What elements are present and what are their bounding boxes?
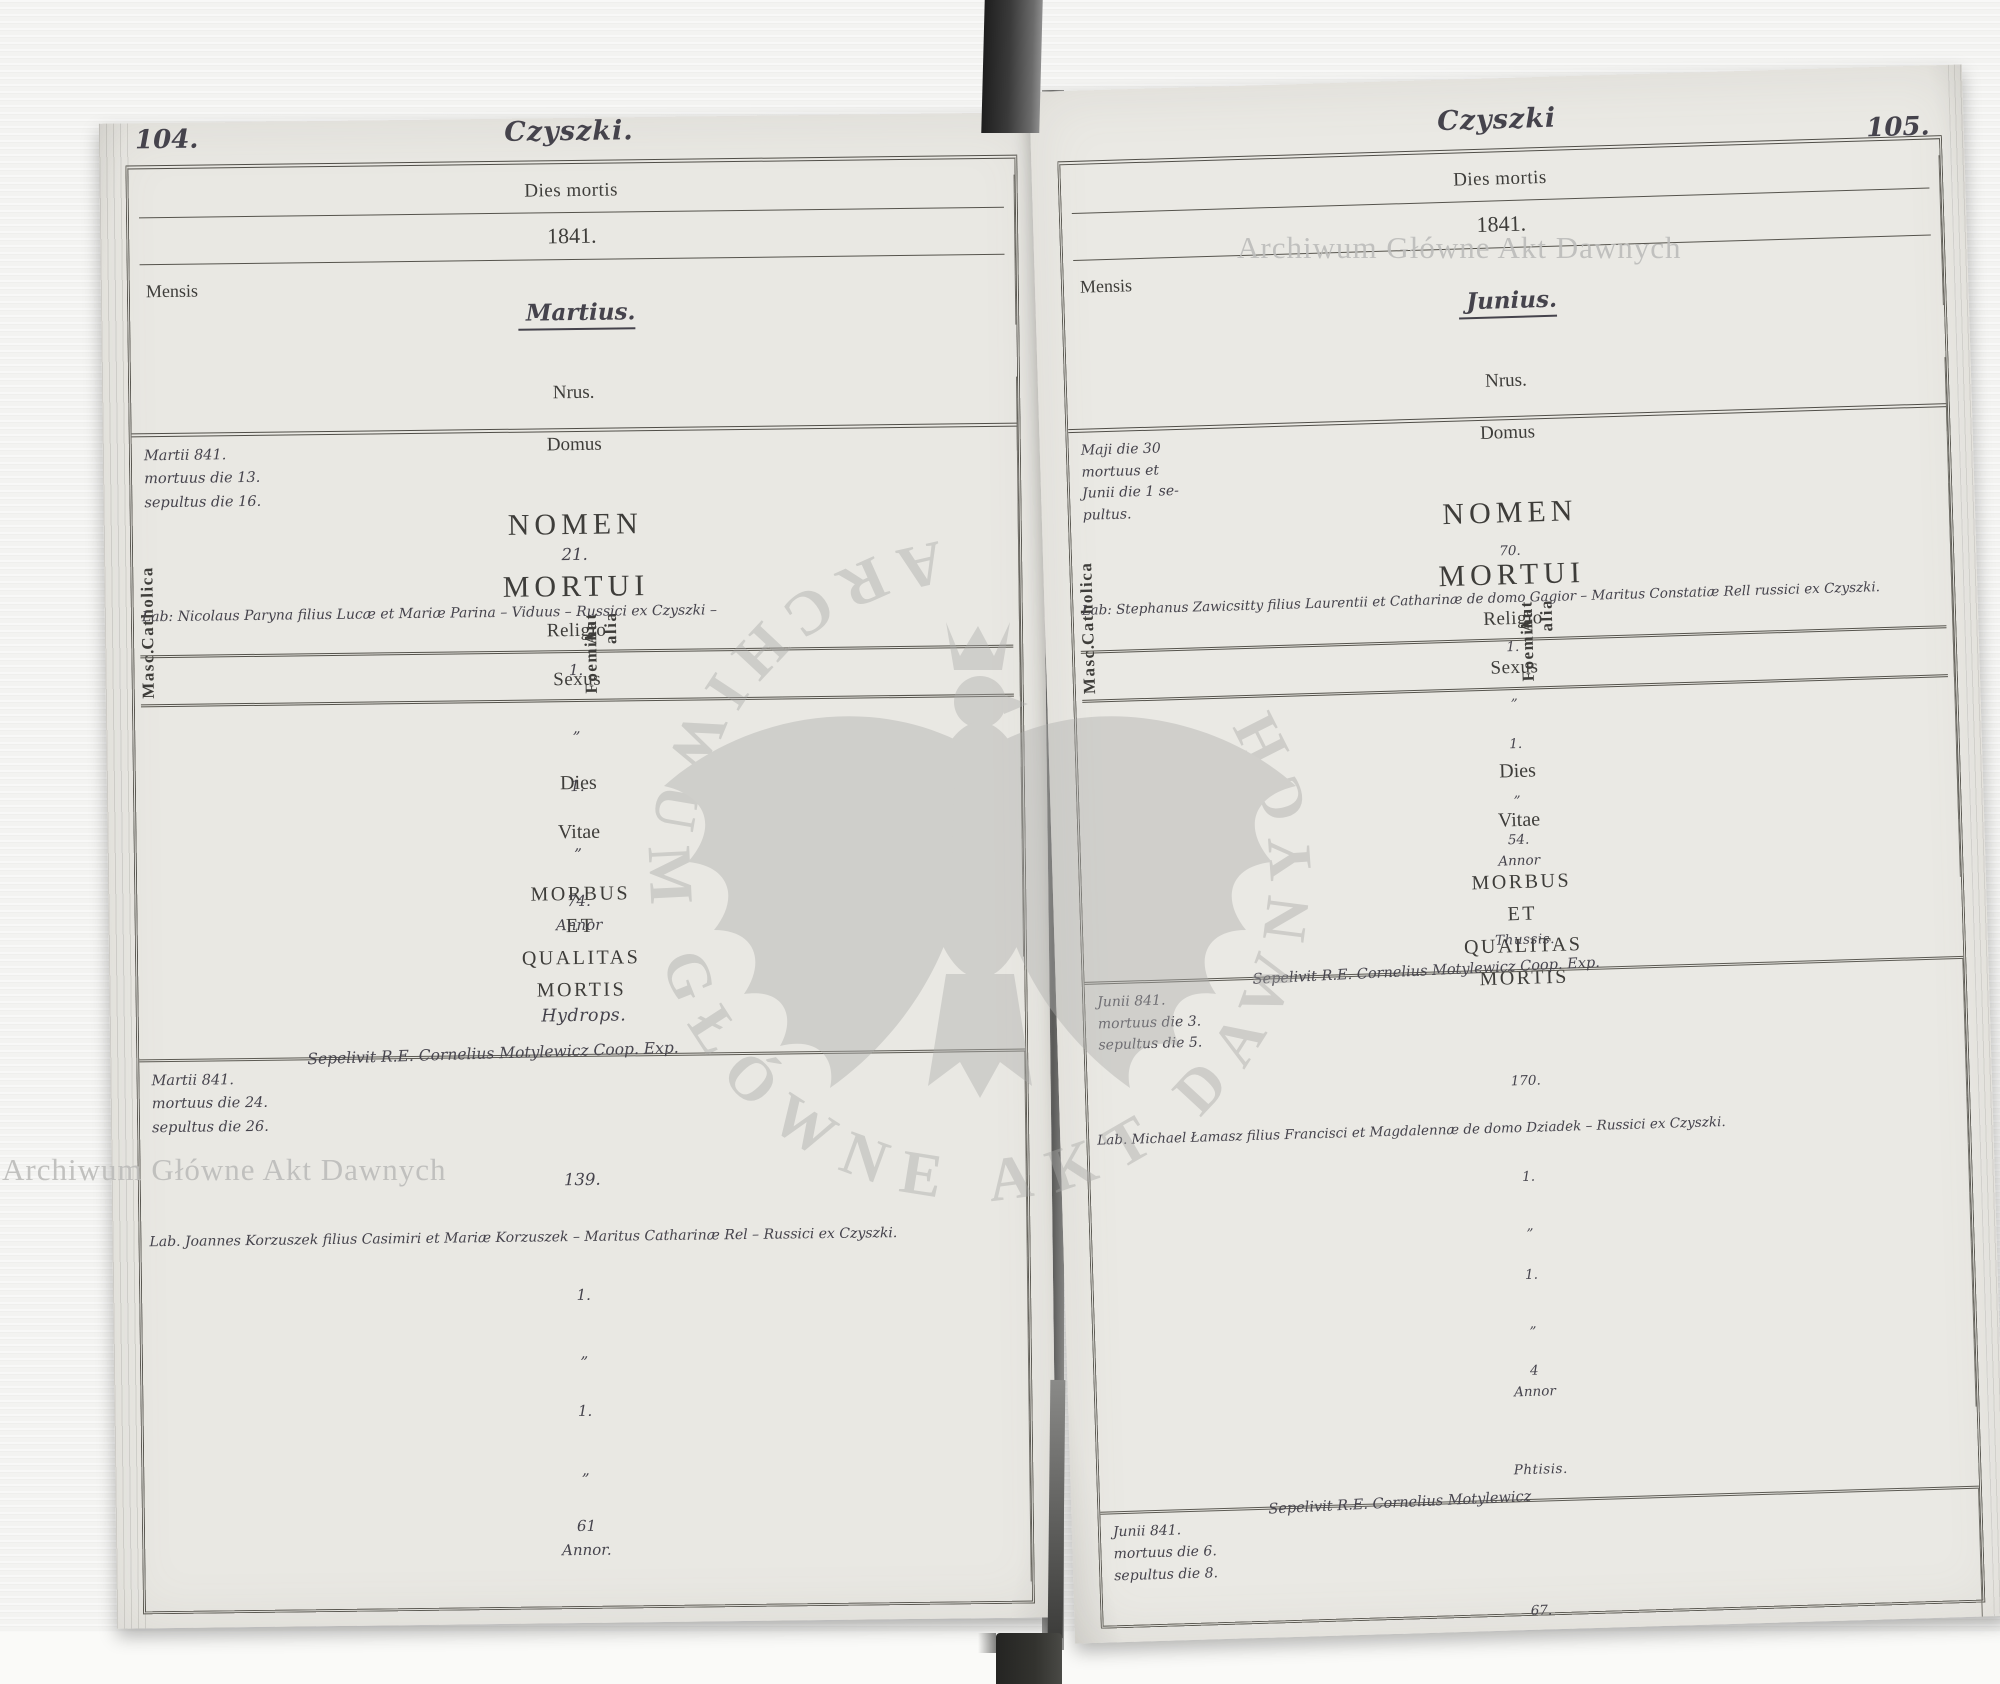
header-dies-mortis: Dies mortis <box>524 179 619 202</box>
header-nrus: Nrus. <box>1484 369 1528 392</box>
row-date: Martii 841. mortuus die 24. sepultus die… <box>139 1051 1027 1165</box>
register-row: Maji die 30 mortuus et Junii die 1 se- p… <box>1068 407 1964 988</box>
header-year: 1841. <box>546 222 597 249</box>
header-year: 1841. <box>1476 210 1527 237</box>
register-row: Junii 841. mortuus die 3. sepultus die 5… <box>1084 958 1980 1518</box>
mensis-value-left: Martius. <box>517 298 636 331</box>
row-aut-alia: „ <box>135 700 1022 770</box>
page-title-left: Czyszki. <box>504 115 634 148</box>
register-row: Junii 841. mortuus die 6. sepultus die 8… <box>1100 1489 1995 1644</box>
row-masc: 1. <box>135 759 1023 829</box>
book-strap-top <box>981 0 1043 133</box>
rule <box>138 206 1004 219</box>
table-body-right: Maji die 30 mortuus et Junii die 1 se- p… <box>1068 407 2000 1644</box>
row-aut-alia: „ <box>142 1325 1030 1395</box>
table-header-left: Dies mortis 1841. Mensis Martius. Nrus. … <box>128 174 1023 1001</box>
book-strap-bottom <box>978 1633 1062 1684</box>
header-mensis: Mensis <box>145 280 199 302</box>
left-page: 104. Czyszki. Dies mortis 1841. Mensis M… <box>98 112 1058 1629</box>
register-table-left: Dies mortis 1841. Mensis Martius. Nrus. … <box>125 154 1035 1629</box>
register-row: Martii 841. mortuus die 24. sepultus die… <box>139 1051 1033 1629</box>
row-masc: 1. <box>143 1383 1031 1454</box>
mensis-value-right: Junius. <box>1457 285 1558 320</box>
row-foemina: „ <box>136 817 1024 887</box>
column-dies-mortis: Dies mortis 1841. Mensis Junius. <box>1060 155 1944 331</box>
row-date: Martii 841. mortuus die 13. sepultus die… <box>131 426 1019 540</box>
row-house-number: 21. <box>132 529 1020 599</box>
row-dies-vitae: 74. Annor <box>137 875 1025 968</box>
register-row: Martii 841. mortuus die 13. sepultus die… <box>131 426 1026 1068</box>
header-dies-mortis: Dies mortis <box>1452 166 1548 191</box>
table-body-left: Martii 841. mortuus die 13. sepultus die… <box>131 426 1057 1629</box>
rule <box>139 253 1005 266</box>
row-catholica: 1. <box>141 1267 1029 1337</box>
row-foemina: „ <box>144 1442 1031 1512</box>
row-catholica: 1. <box>134 642 1021 712</box>
right-page: 105. Czyszki Dies mortis 1841. Mensis Ju… <box>1029 64 2000 1644</box>
column-dies-mortis: Dies mortis 1841. Mensis Martius. <box>128 174 1017 336</box>
header-nrus: Nrus. <box>552 381 595 404</box>
book-spine-shadow <box>1047 1379 1066 1639</box>
row-dies-vitae: 61 Annor. <box>144 1500 1032 1592</box>
row-house-number: 139. <box>140 1153 1028 1224</box>
table-header-right: Dies mortis 1841. Mensis Junius. Nrus. D… <box>1060 155 1960 990</box>
register-table-right: Dies mortis 1841. Mensis Junius. Nrus. D… <box>1057 135 1995 1644</box>
